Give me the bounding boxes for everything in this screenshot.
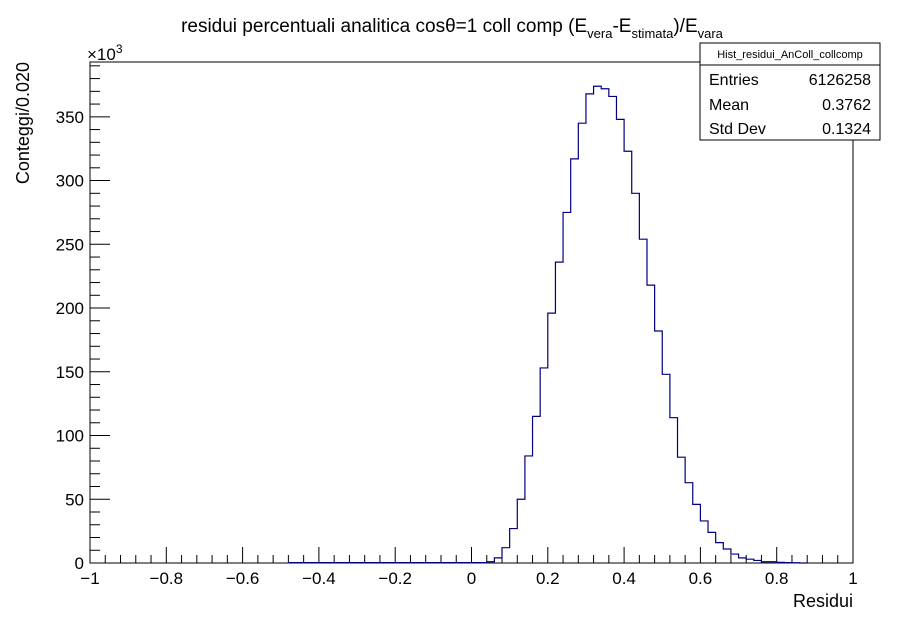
histogram-bin [739, 558, 747, 563]
histogram-series [288, 85, 808, 564]
x-tick-label: 0.4 [612, 569, 636, 588]
histogram-bin [647, 285, 655, 563]
title-sub-vera: vera [587, 26, 613, 41]
title-mid-1: -E [612, 16, 631, 37]
histogram-bin [548, 313, 556, 563]
y-tick-label: 150 [56, 363, 84, 382]
histogram-bin [678, 457, 686, 563]
histogram-bin [517, 499, 525, 563]
histogram-bin [708, 532, 716, 563]
x-tick-label: −0.4 [302, 569, 336, 588]
stats-label-stddev: Std Dev [709, 121, 766, 138]
histogram-bin [624, 151, 632, 563]
y-tick-label: 50 [65, 490, 84, 509]
x-tick-label: −0.8 [150, 569, 184, 588]
histogram-bin [510, 529, 518, 563]
title-sub-stimata: stimata [631, 26, 674, 41]
histogram-bin [502, 548, 510, 563]
title-sub-vara: vara [698, 26, 724, 41]
histogram-bin [700, 521, 708, 563]
histogram-bin [723, 549, 731, 563]
histogram-bin [578, 123, 586, 563]
x-tick-label: −1 [80, 569, 99, 588]
x-tick-label: 0 [467, 569, 476, 588]
histogram-bin [601, 89, 609, 563]
x-tick-label: 1 [848, 569, 857, 588]
histogram-bin [670, 418, 678, 563]
stats-label-mean: Mean [709, 97, 749, 114]
y-tick-label: 300 [56, 172, 84, 191]
y-multiplier-base: ×10 [87, 45, 116, 64]
stats-box-name: Hist_residui_AnColl_collcomp [717, 49, 863, 61]
stats-value-mean: 0.3762 [822, 97, 871, 114]
histogram-bin [555, 262, 563, 563]
histogram-bin [632, 193, 640, 563]
y-axis-multiplier: ×103 [87, 42, 123, 64]
x-tick-label: 0.6 [689, 569, 713, 588]
histogram-bin [639, 239, 647, 563]
histogram-outline [486, 85, 808, 564]
histogram-bin [571, 159, 579, 563]
x-axis-label: Residui [793, 591, 853, 611]
y-tick-label: 100 [56, 427, 84, 446]
histogram-bin [494, 558, 502, 563]
y-tick-label: 250 [56, 235, 84, 254]
histogram-bin [594, 86, 602, 563]
histogram-bin [533, 416, 541, 563]
stats-value-entries: 6126258 [809, 72, 871, 89]
histogram-bin [616, 119, 624, 563]
x-axis: −1 −0.8 −0.6 −0.4 −0.2 0 0.2 0.4 0.6 0.8 1 [80, 547, 858, 588]
histogram-bin [662, 374, 670, 563]
y-axis: 0 50 100 150 200 250 300 350 [56, 65, 110, 573]
title-mid-2: )/E [673, 16, 697, 37]
histogram-bin [685, 483, 693, 563]
x-tick-label: 0.8 [765, 569, 789, 588]
chart-title: residui percentuali analitica cosθ=1 col… [181, 16, 724, 41]
x-tick-label: −0.2 [378, 569, 412, 588]
stats-box: Hist_residui_AnColl_collcomp Entries 612… [699, 42, 881, 141]
histogram-bin [525, 456, 533, 563]
y-tick-label: 350 [56, 108, 84, 127]
histogram-bin [731, 554, 739, 563]
y-axis-label: Conteggi/0.020 [13, 62, 33, 184]
x-tick-label: 0.2 [536, 569, 560, 588]
title-main: residui percentuali analitica cosθ=1 col… [181, 16, 587, 37]
histogram-bin [655, 331, 663, 563]
histogram-bin [609, 96, 617, 563]
stats-value-stddev: 0.1324 [822, 121, 871, 138]
y-multiplier-exponent: 3 [116, 42, 123, 56]
x-tick-label: −0.6 [226, 569, 260, 588]
y-tick-label: 0 [75, 554, 84, 573]
y-tick-label: 200 [56, 299, 84, 318]
histogram-bin [693, 504, 701, 563]
histogram-bin [540, 368, 548, 563]
histogram-bin [716, 543, 724, 563]
histogram-bin [563, 212, 571, 563]
stats-label-entries: Entries [709, 72, 759, 89]
histogram-bin [586, 94, 594, 563]
stats-box-frame [699, 42, 881, 141]
